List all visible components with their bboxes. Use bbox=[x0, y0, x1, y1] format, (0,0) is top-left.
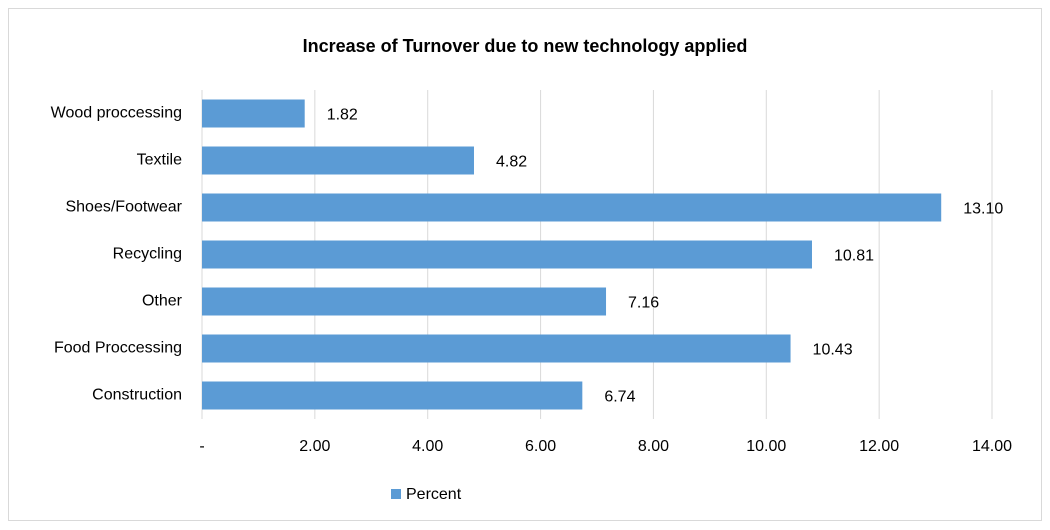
y-tick-label: Shoes/Footwear bbox=[65, 199, 182, 216]
x-tick-label: 4.00 bbox=[412, 438, 443, 455]
legend-swatch bbox=[391, 489, 401, 499]
value-label: 6.74 bbox=[604, 389, 635, 406]
x-tick-label: 14.00 bbox=[972, 438, 1012, 455]
bar bbox=[202, 99, 305, 128]
y-tick-label: Wood proccessing bbox=[51, 105, 182, 122]
bar bbox=[202, 240, 812, 269]
value-label: 4.82 bbox=[496, 154, 527, 171]
value-label: 7.16 bbox=[628, 295, 659, 312]
y-tick-label: Recycling bbox=[113, 246, 182, 263]
chart-title: Increase of Turnover due to new technolo… bbox=[303, 36, 748, 56]
y-tick-label: Food Proccessing bbox=[54, 340, 182, 357]
bar bbox=[202, 287, 607, 316]
legend-label: Percent bbox=[406, 486, 462, 503]
value-label: 13.10 bbox=[963, 201, 1003, 218]
value-label: 10.43 bbox=[813, 342, 853, 359]
bar bbox=[202, 334, 791, 363]
x-tick-label: 10.00 bbox=[746, 438, 786, 455]
bar bbox=[202, 193, 942, 222]
bar bbox=[202, 146, 474, 175]
y-tick-label: Textile bbox=[137, 152, 182, 169]
bar bbox=[202, 381, 583, 410]
value-label: 1.82 bbox=[327, 107, 358, 124]
x-tick-label: 2.00 bbox=[299, 438, 330, 455]
y-tick-label: Other bbox=[142, 293, 183, 310]
value-label: 10.81 bbox=[834, 248, 874, 265]
x-tick-label: 6.00 bbox=[525, 438, 556, 455]
y-tick-label: Construction bbox=[92, 387, 182, 404]
x-tick-label: - bbox=[199, 438, 204, 455]
x-tick-label: 12.00 bbox=[859, 438, 899, 455]
x-tick-label: 8.00 bbox=[638, 438, 669, 455]
